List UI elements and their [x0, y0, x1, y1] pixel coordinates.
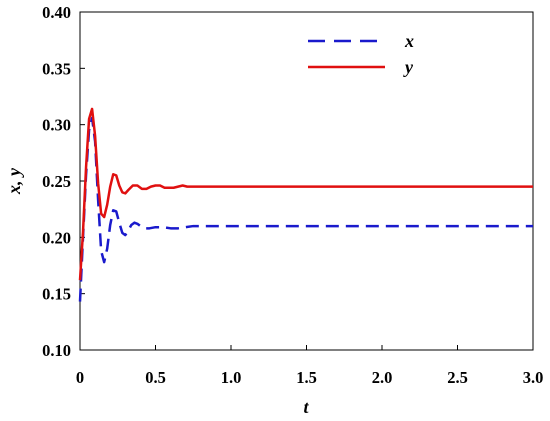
x-tick-label: 0.5 [145, 368, 166, 387]
y-tick-label: 0.10 [42, 341, 71, 360]
plot-area [79, 11, 534, 351]
x-axis-ticks: 0 0.5 1.0 1.5 2.0 2.5 3.0 [76, 345, 543, 387]
y-tick-label: 0.20 [42, 228, 71, 247]
y-tick-label: 0.30 [42, 116, 71, 135]
y-axis-ticks: 0.10 0.15 0.20 0.25 0.30 0.35 0.40 [42, 3, 85, 360]
y-tick-label: 0.25 [42, 172, 71, 191]
y-tick-label: 0.15 [42, 285, 71, 304]
y-axis-title: x, y [4, 167, 24, 195]
legend: x y [308, 31, 414, 77]
x-tick-label: 0 [76, 368, 84, 387]
x-tick-label: 1.0 [221, 368, 242, 387]
legend-label-x: x [404, 31, 414, 51]
y-tick-label: 0.35 [42, 59, 71, 78]
x-tick-label: 3.0 [523, 368, 544, 387]
x-tick-label: 1.5 [296, 368, 317, 387]
y-tick-label: 0.40 [42, 3, 71, 22]
x-tick-label: 2.0 [372, 368, 393, 387]
x-axis-title: t [303, 397, 309, 417]
series-line-y [78, 107, 533, 281]
x-tick-label: 2.5 [447, 368, 468, 387]
legend-label-y: y [403, 57, 414, 77]
series-layer [78, 107, 533, 302]
